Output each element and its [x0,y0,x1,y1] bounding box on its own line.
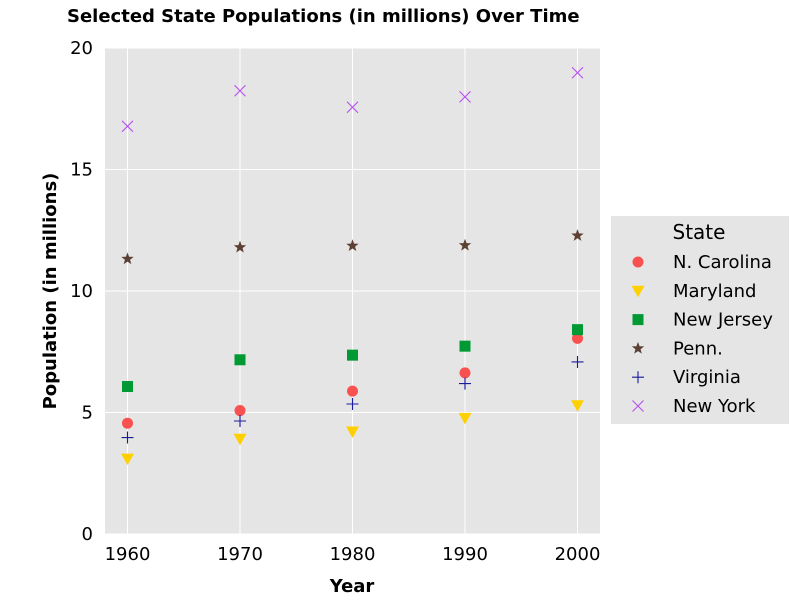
point-maryland-1960 [121,453,134,466]
point-new-york-2000 [571,66,584,79]
y-tick-label: 20 [70,38,93,59]
point-virginia-1980 [346,397,359,410]
y-tick-label: 15 [70,160,93,181]
data-points [121,66,584,466]
point-penn-1990 [458,238,472,251]
point-new-jersey-1980 [347,349,358,361]
point-penn-1980 [346,239,359,252]
point-n-carolina-2000 [572,332,583,344]
point-new-york-1970 [234,84,246,97]
point-n-carolina-1960 [122,417,133,429]
point-new-york-1990 [459,90,471,103]
point-n-carolina-1970 [234,405,246,417]
legend-marker-penn [631,341,645,354]
legend-label-n-carolina: N. Carolina [673,252,772,273]
legend-marker-maryland [631,285,645,298]
legend-marker-n-carolina [632,256,644,268]
point-maryland-1980 [346,426,359,438]
legend-label-virginia: Virginia [673,367,741,388]
gridlines [105,47,600,535]
legend-marker-new-jersey [632,314,644,326]
point-n-carolina-1990 [459,367,471,379]
legend-items: N. Carolina Maryland New Jersey Penn. Virgin… [631,252,773,417]
x-tick-label: 2000 [555,544,601,565]
legend-marker-virginia [632,371,644,384]
point-new-jersey-1970 [234,354,246,366]
point-new-jersey-2000 [572,324,583,336]
y-tick-label: 0 [82,524,93,545]
x-tick-label: 1980 [330,544,376,565]
point-maryland-1970 [233,433,247,446]
legend-label-penn: Penn. [673,338,723,359]
point-penn-1960 [121,252,134,265]
point-penn-2000 [571,229,584,241]
point-new-york-1980 [346,101,359,114]
point-new-york-1960 [121,120,134,133]
y-tick-label: 10 [70,281,93,302]
legend-label-maryland: Maryland [673,281,756,302]
legend-marker-new-york [632,400,644,412]
point-n-carolina-1980 [347,385,358,397]
chart-title: Selected State Populations (in millions)… [67,6,580,27]
point-penn-1970 [233,240,247,253]
y-axis-ticks: 0 5 10 15 20 [70,38,93,545]
x-axis-ticks: 1960 1970 1980 1990 2000 [105,544,601,565]
x-tick-label: 1960 [105,544,151,565]
point-virginia-1970 [234,415,246,428]
legend: State N. Carolina Maryland New Jersey Penn.… [611,216,789,424]
point-maryland-1990 [458,412,472,425]
point-maryland-2000 [571,400,584,412]
x-tick-label: 1970 [217,544,263,565]
legend-title: State [673,220,726,244]
point-virginia-2000 [571,355,584,368]
x-axis-label: Year [329,576,375,597]
y-axis-label: Population (in millions) [40,173,61,410]
point-new-jersey-1960 [122,380,133,392]
legend-label-new-york: New York [673,396,756,417]
point-virginia-1960 [121,431,134,444]
legend-label-new-jersey: New Jersey [673,310,773,331]
x-tick-label: 1990 [442,544,488,565]
y-tick-label: 5 [82,403,93,424]
point-new-jersey-1990 [459,340,471,352]
point-virginia-1990 [459,377,471,390]
